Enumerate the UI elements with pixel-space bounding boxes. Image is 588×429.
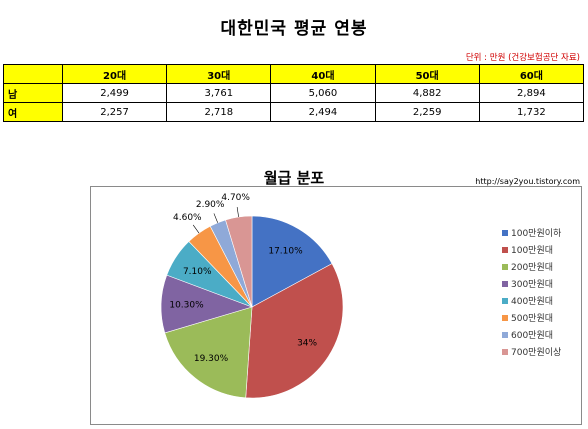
unit-note: 단위 : 만원 (건강보험공단 자료) [465, 53, 580, 63]
data-label: 7.10% [183, 267, 212, 277]
source-url: http://say2you.tistory.com [475, 177, 580, 186]
label-leader-line [213, 213, 218, 223]
legend-label: 200만원대 [511, 262, 553, 273]
legend-swatch [502, 264, 508, 270]
legend-label: 500만원대 [511, 313, 553, 324]
column-header: 50대 [374, 64, 480, 84]
legend-swatch [502, 349, 508, 355]
legend-label: 100만원이하 [511, 228, 562, 239]
legend-label: 100만원대 [511, 245, 553, 256]
table-cell: 5,060 [270, 83, 376, 103]
legend-label: 600만원대 [511, 330, 553, 341]
legend-swatch [502, 332, 508, 338]
table-row: 여 2,257 2,718 2,494 2,259 1,732 [3, 102, 585, 122]
table-cell: 2,499 [61, 83, 168, 103]
table-cell: 1,732 [478, 102, 585, 122]
data-label: 4.60% [173, 213, 202, 223]
label-leader-line [192, 224, 200, 234]
column-header: 40대 [270, 64, 376, 84]
data-label: 10.30% [169, 301, 204, 311]
label-leader-line [236, 207, 239, 218]
table-cell: 4,882 [374, 83, 480, 103]
pie-chart: 17.10% 34% 19.30% 10.30% 7.10% 4.60% 2.90%4.70… [160, 193, 562, 399]
table-header-row: 20대 30대 40대 50대 60대 [3, 64, 585, 84]
chart-title: 월급 분포 [263, 169, 325, 187]
table-cell: 3,761 [166, 83, 272, 103]
data-label: 34% [297, 338, 317, 348]
pie-slice [245, 263, 344, 399]
data-label: 2.90% [196, 200, 225, 210]
row-label-female: 여 [3, 102, 63, 122]
data-label: 19.30% [194, 354, 229, 364]
pie-slice [251, 215, 333, 308]
legend-swatch [502, 298, 508, 304]
legend-swatch [502, 281, 508, 287]
pie-slice [164, 306, 253, 399]
table-cell: 2,894 [478, 83, 585, 103]
column-header: 30대 [166, 64, 272, 84]
row-label-male: 남 [3, 83, 63, 103]
table-cell: 2,718 [166, 102, 272, 122]
legend-label: 400만원대 [511, 296, 553, 307]
table-cell: 2,494 [270, 102, 376, 122]
legend-swatch [502, 315, 508, 321]
legend-label: 700만원이상 [511, 347, 561, 358]
salary-table: 20대 30대 40대 50대 60대 남 2,499 3,761 5,060 … [3, 64, 585, 122]
data-label: 4.70% [221, 193, 250, 203]
column-header: 20대 [61, 64, 168, 84]
data-label: 17.10% [268, 247, 303, 257]
legend-swatch [502, 247, 508, 253]
legend-label: 300만원대 [511, 279, 553, 290]
legend-swatch [502, 230, 508, 236]
pie-slice [225, 215, 253, 308]
table-cell: 2,259 [374, 102, 480, 122]
page-title: 대한민국 평균 연봉 [220, 19, 368, 39]
table-cell: 2,257 [61, 102, 168, 122]
column-header: 60대 [478, 64, 585, 84]
table-row: 남 2,499 3,761 5,060 4,882 2,894 [3, 83, 585, 103]
table-corner-cell [3, 64, 63, 84]
